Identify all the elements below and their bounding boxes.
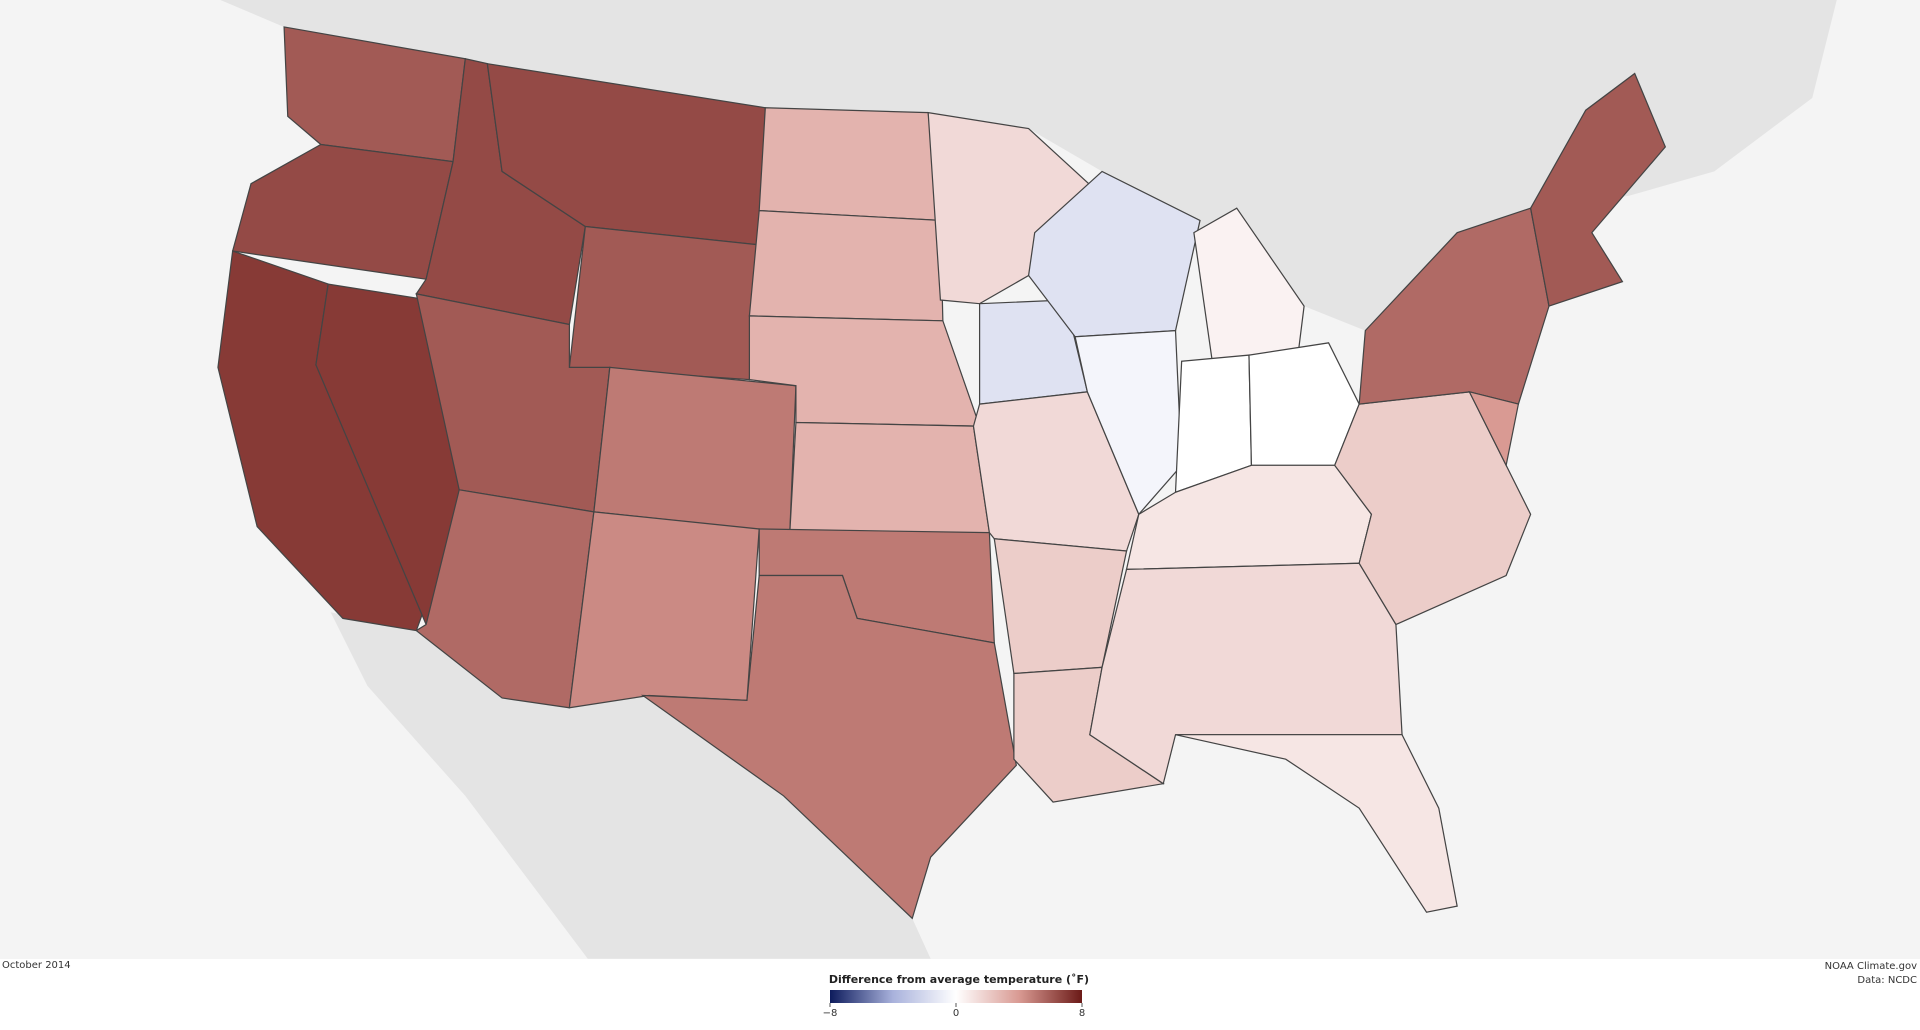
region [1193,207,1305,362]
basemap [217,0,1837,959]
legend-ticks: −8 0 8 [823,1003,1085,1019]
legend-tick-label: 8 [1079,1008,1085,1019]
legend-tick-label: 0 [953,1008,959,1019]
region [640,574,1017,920]
region [593,366,797,534]
region [1529,72,1667,307]
states [217,26,1667,920]
legend-tick-label: −8 [823,1008,838,1019]
date: October 2014 [2,960,71,971]
region [231,143,454,280]
mexico [330,612,931,959]
colorbar [830,990,1082,1003]
canada [220,0,1837,331]
region [789,421,991,534]
source: Data: NCDC [1857,975,1917,986]
region [568,511,760,709]
region [568,225,760,381]
credit: NOAA Climate.gov [1825,961,1917,972]
region [1175,734,1458,913]
region [758,107,942,222]
region [1074,329,1183,516]
region [748,209,944,322]
legend-title: Difference from average temperature (˚F) [829,973,1089,986]
region [1468,390,1520,468]
